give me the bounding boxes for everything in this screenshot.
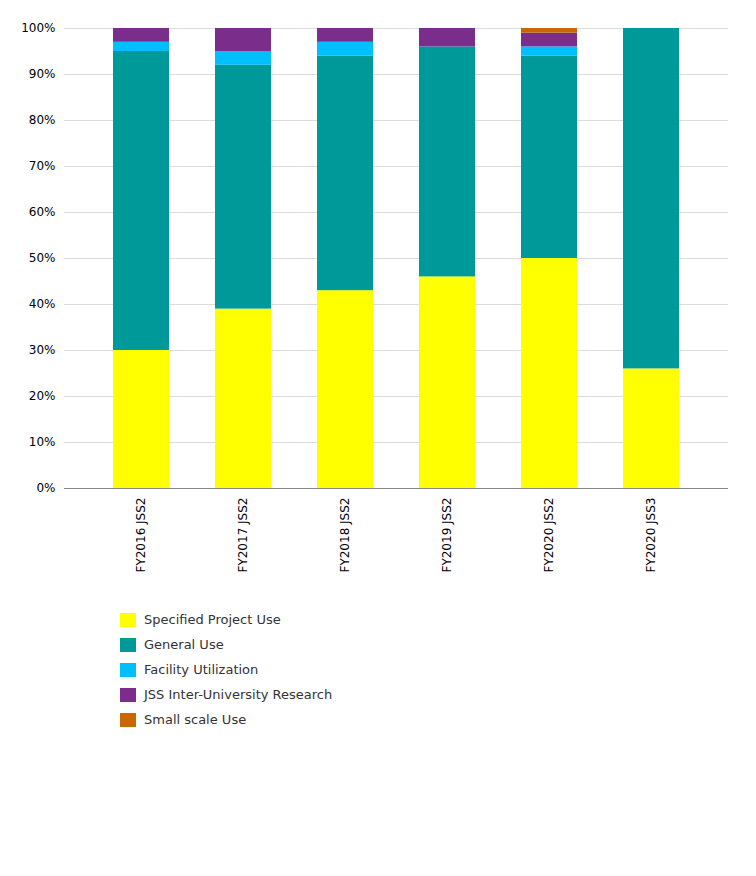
svg-text:0%: 0% bbox=[36, 481, 55, 495]
svg-text:30%: 30% bbox=[29, 343, 56, 357]
html-text:Specified Project Use: Specified Project Use bbox=[144, 612, 281, 627]
html-text:General Use: General Use bbox=[144, 637, 224, 652]
svg-text:60%: 60% bbox=[29, 205, 56, 219]
svg-text:70%: 70% bbox=[29, 159, 56, 173]
svg-text:90%: 90% bbox=[29, 67, 56, 81]
svg-text:100%: 100% bbox=[21, 21, 55, 35]
svg-text:20%: 20% bbox=[29, 389, 56, 403]
svg-text:50%: 50% bbox=[29, 251, 56, 265]
svg-text:FY2020 JSS2: FY2020 JSS2 bbox=[542, 498, 556, 573]
svg-text:FY2018 JSS2: FY2018 JSS2 bbox=[338, 498, 352, 573]
html-text:Facility Utilization: Facility Utilization bbox=[144, 662, 259, 677]
svg-text:80%: 80% bbox=[29, 113, 56, 127]
svg-text:FY2019 JSS2: FY2019 JSS2 bbox=[440, 498, 454, 573]
svg-text:40%: 40% bbox=[29, 297, 56, 311]
svg-text:FY2017 JSS2: FY2017 JSS2 bbox=[236, 498, 250, 573]
html-text:Small scale Use: Small scale Use bbox=[144, 712, 247, 727]
html-text:JSS Inter-University Research: JSS Inter-University Research bbox=[144, 687, 333, 702]
svg-text:FY2016 JSS2: FY2016 JSS2 bbox=[134, 498, 148, 573]
svg-text:FY2020 JSS3: FY2020 JSS3 bbox=[644, 498, 658, 573]
svg-text:10%: 10% bbox=[29, 435, 56, 449]
